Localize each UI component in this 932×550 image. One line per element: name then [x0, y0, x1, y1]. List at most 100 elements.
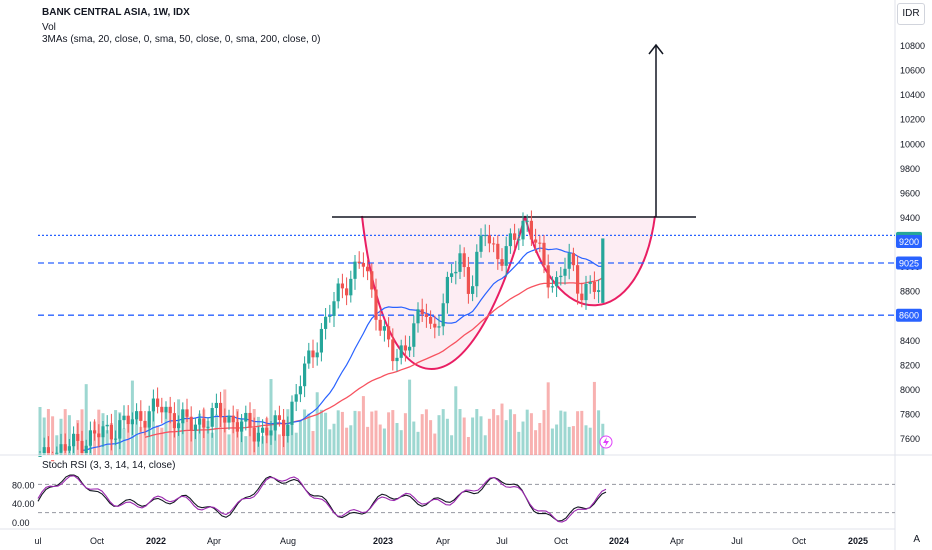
- currency-button[interactable]: IDR: [897, 3, 925, 25]
- candle-body: [345, 288, 349, 296]
- symbol-title: BANK CENTRAL ASIA, 1W, IDX: [42, 7, 190, 18]
- candle-body: [63, 444, 67, 451]
- candle-body: [387, 326, 391, 340]
- candle-body: [294, 394, 298, 402]
- volume-bar: [67, 415, 71, 455]
- volume-bar: [185, 409, 189, 455]
- volume-bar: [492, 409, 496, 455]
- candle-body: [504, 246, 508, 266]
- volume-bar: [559, 410, 563, 455]
- candle-body: [210, 408, 214, 427]
- volume-bar: [408, 379, 412, 455]
- candle-body: [403, 345, 407, 351]
- volume-bar: [508, 409, 512, 455]
- candle-body: [235, 422, 239, 432]
- candle-body: [319, 328, 323, 353]
- volume-bar: [219, 409, 223, 455]
- candle-body: [592, 281, 596, 292]
- volume-bar: [160, 427, 164, 455]
- price-axis[interactable]: 10800 10600 10400 10200 10000 9800 9600 9400 920…: [896, 41, 925, 444]
- candle-body: [324, 316, 328, 329]
- volume-bar: [382, 428, 386, 455]
- volume-bar: [357, 411, 361, 455]
- candle-body: [445, 276, 449, 304]
- time-axis[interactable]: ul Oct 2022 Apr Aug 2023 Apr Jul Oct 2024 Apr Jul Oc…: [34, 536, 868, 546]
- volume-bar: [269, 379, 273, 455]
- volume-bar: [51, 416, 55, 455]
- time-tick-label: ul: [34, 536, 41, 546]
- candle-body: [265, 427, 269, 436]
- candle-body: [303, 363, 307, 387]
- candle-body: [471, 286, 475, 294]
- candle-body: [130, 419, 134, 425]
- time-tick-label: 2024: [609, 536, 629, 546]
- candle-body: [55, 452, 59, 454]
- volume-bar: [38, 407, 42, 455]
- candle-body: [298, 386, 302, 395]
- candle-body: [101, 426, 105, 438]
- stoch-rsi-pane[interactable]: 80.00 40.00 0.00: [12, 474, 895, 528]
- target-arrow-head: [648, 43, 664, 55]
- volume-bar: [454, 386, 458, 455]
- volume-bar: [231, 415, 235, 455]
- time-tick-label: Oct: [792, 536, 807, 546]
- candle-body: [399, 345, 403, 358]
- volume-bar: [420, 414, 424, 455]
- volume-bar: [332, 423, 336, 455]
- candle-body: [168, 406, 172, 414]
- volume-bar: [471, 417, 475, 455]
- volume-bar: [513, 414, 517, 455]
- volume-bar: [168, 410, 172, 455]
- volume-bar: [139, 426, 143, 455]
- volume-bar: [324, 412, 328, 455]
- volume-bar: [424, 409, 428, 455]
- cup-fill-left: [362, 216, 525, 369]
- volume-bar: [479, 416, 483, 455]
- candle-body: [353, 261, 357, 279]
- volume-bar: [105, 430, 109, 455]
- stoch-d-line: [37, 474, 607, 522]
- candle-body: [38, 455, 42, 457]
- volume-bar: [433, 433, 437, 455]
- candle-body: [84, 445, 88, 453]
- volume-bar: [592, 381, 596, 455]
- volume-bar: [122, 428, 126, 455]
- candle-body: [164, 406, 168, 413]
- candle-body: [433, 323, 437, 328]
- volume-bar: [307, 413, 311, 455]
- auto-scale-button[interactable]: A: [913, 534, 920, 545]
- volume-bar: [542, 410, 546, 455]
- stoch-rsi-legend: Stoch RSI (3, 3, 14, 14, close): [42, 460, 176, 471]
- sma20-line: [81, 247, 603, 451]
- volume-bar: [303, 409, 307, 455]
- volume-bar: [198, 413, 202, 455]
- candle-body: [202, 418, 206, 428]
- candle-body: [462, 253, 466, 268]
- candle-body: [378, 319, 382, 331]
- candle-body: [67, 446, 71, 451]
- candle-body: [147, 411, 151, 428]
- volume-bar: [361, 396, 365, 455]
- volume-bar: [517, 431, 521, 455]
- candle-body: [307, 350, 311, 364]
- volume-bar: [466, 436, 470, 455]
- candle-body: [492, 243, 496, 245]
- candle-body: [286, 424, 290, 437]
- candle-body: [160, 406, 164, 413]
- price-label-text: 8600: [899, 311, 919, 321]
- candle-body: [227, 415, 231, 423]
- volume-bar: [576, 411, 580, 455]
- volume-bar: [416, 431, 420, 455]
- cup-curve-left: [361, 215, 526, 370]
- volume-bar: [588, 427, 592, 455]
- candle-body: [538, 242, 542, 244]
- candle-body: [496, 243, 500, 260]
- candle-body: [479, 235, 483, 252]
- candle-body: [311, 350, 315, 358]
- volume-bar: [156, 425, 160, 455]
- candle-body: [525, 220, 529, 222]
- candle-body: [135, 411, 139, 420]
- candle-body: [219, 402, 223, 418]
